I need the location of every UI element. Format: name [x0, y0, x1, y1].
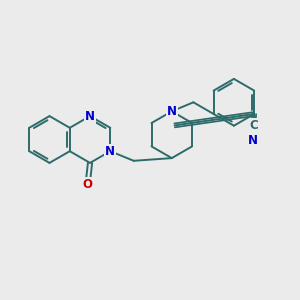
Text: C: C — [250, 119, 259, 132]
Text: N: N — [85, 110, 95, 123]
Text: N: N — [167, 105, 177, 118]
Text: N: N — [248, 134, 258, 147]
Text: N: N — [105, 145, 115, 158]
Text: O: O — [82, 178, 93, 191]
Text: C: C — [250, 119, 259, 132]
